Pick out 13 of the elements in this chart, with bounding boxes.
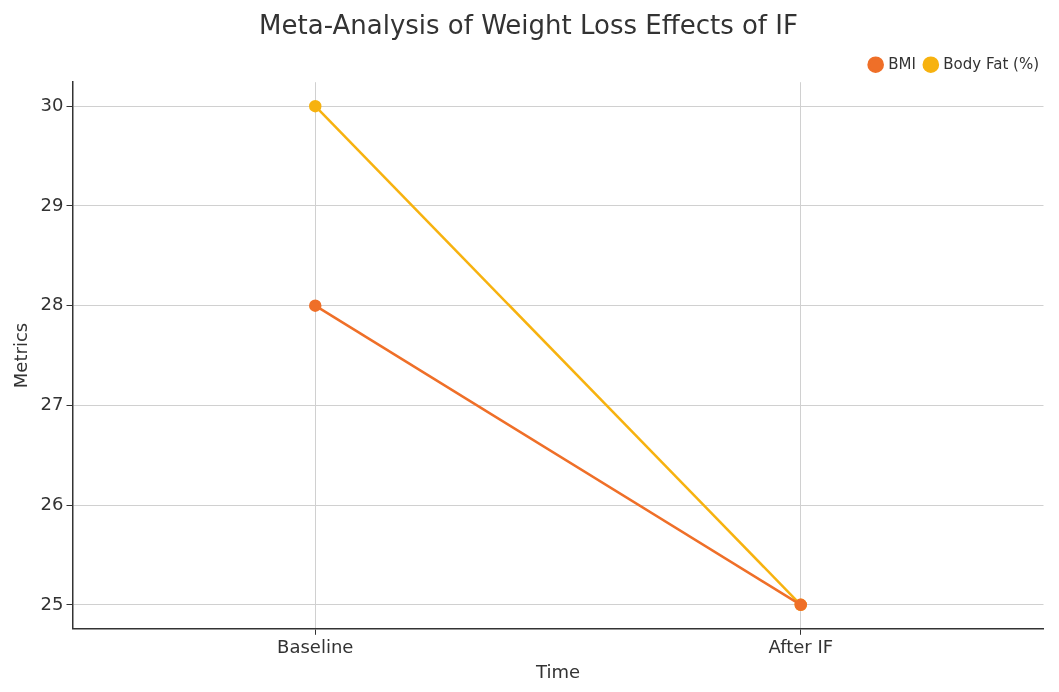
- y-tick-label: 29: [40, 193, 64, 215]
- legend-label: BMI: [888, 54, 916, 73]
- legend-label: Body Fat (%): [943, 54, 1039, 73]
- y-tick-label: 25: [40, 592, 64, 614]
- y-tick-label: 26: [40, 492, 64, 514]
- y-tick-label: 28: [40, 293, 64, 315]
- y-axis-title: Metrics: [10, 322, 32, 389]
- y-tick-label: 30: [40, 93, 64, 115]
- x-tick-label: After IF: [768, 636, 834, 658]
- y-tick-label: 27: [40, 393, 64, 415]
- chart-title: Meta-Analysis of Weight Loss Effects of IF: [259, 10, 798, 41]
- x-axis-title: Time: [534, 660, 581, 682]
- x-tick-label: Baseline: [277, 636, 354, 658]
